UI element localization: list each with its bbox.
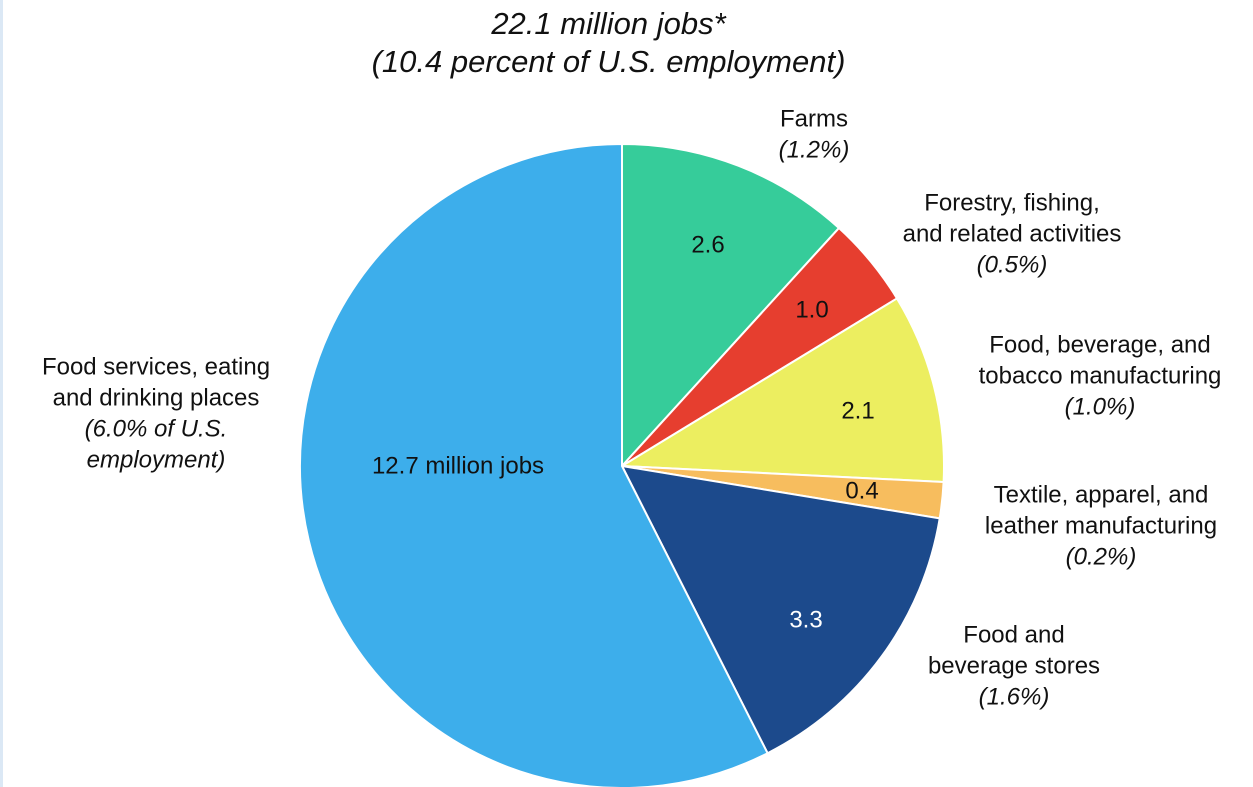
category-share-line: (0.2%) xyxy=(1066,543,1137,570)
category-share-line: employment) xyxy=(87,446,226,473)
value-label-forestry-fishing: 1.0 xyxy=(795,296,828,323)
value-label-food-and: 3.3 xyxy=(789,606,822,633)
value-label-food-beverage-and: 2.1 xyxy=(841,397,874,424)
value-labels-layer: 2.6 1.0 2.1 0.4 3.3 12.7 million jobs xyxy=(372,231,879,633)
category-name-line: tobacco manufacturing xyxy=(979,362,1222,389)
category-share-line: (1.6%) xyxy=(979,683,1050,710)
category-name-line: Food, beverage, and xyxy=(989,331,1211,358)
chart-title: 22.1 million jobs* xyxy=(491,6,726,41)
category-name-line: and drinking places xyxy=(53,384,260,411)
category-share-line: (6.0% of U.S. xyxy=(85,415,228,442)
slice-food-and xyxy=(620,464,941,755)
category-label-food-beverage-and: Food, beverage, and tobacco manufacturing… xyxy=(979,331,1222,420)
value-label-farms: 2.6 xyxy=(691,231,724,258)
category-label-food-services-eating: Food services, eating and drinking places… xyxy=(42,353,270,473)
category-label-food-and: Food and beverage stores (1.6%) xyxy=(928,621,1100,710)
category-name-line: Food services, eating xyxy=(42,353,270,380)
category-name-line: Textile, apparel, and xyxy=(994,481,1209,508)
category-share-line: (1.0%) xyxy=(1065,393,1136,420)
category-name-line: Food and xyxy=(963,621,1064,648)
category-share-line: (1.2%) xyxy=(779,136,850,163)
value-label-food-services-eating: 12.7 million jobs xyxy=(372,452,544,479)
slice-farms xyxy=(621,142,841,469)
slice-food-beverage-and xyxy=(618,297,945,484)
slice-food-services-eating xyxy=(299,142,769,787)
category-name-line: leather manufacturing xyxy=(985,512,1217,539)
slices-layer xyxy=(299,142,945,787)
left-edge-strip xyxy=(0,0,3,787)
category-share-line: (0.5%) xyxy=(977,251,1048,278)
category-name-line: beverage stores xyxy=(928,652,1100,679)
category-labels-layer: Farms (1.2%) Forestry, fishing, and related… xyxy=(42,105,1221,710)
value-label-textile-apparel-and: 0.4 xyxy=(845,477,878,504)
chart-subtitle: (10.4 percent of U.S. employment) xyxy=(371,44,846,79)
category-name-line: Farms xyxy=(780,105,848,132)
category-label-textile-apparel-and: Textile, apparel, and leather manufacturi… xyxy=(985,481,1217,570)
category-name-line: Forestry, fishing, xyxy=(924,189,1100,216)
category-label-forestry-fishing: Forestry, fishing, and related activities… xyxy=(903,189,1122,278)
category-name-line: and related activities xyxy=(903,220,1122,247)
category-label-farms: Farms (1.2%) xyxy=(779,105,850,163)
